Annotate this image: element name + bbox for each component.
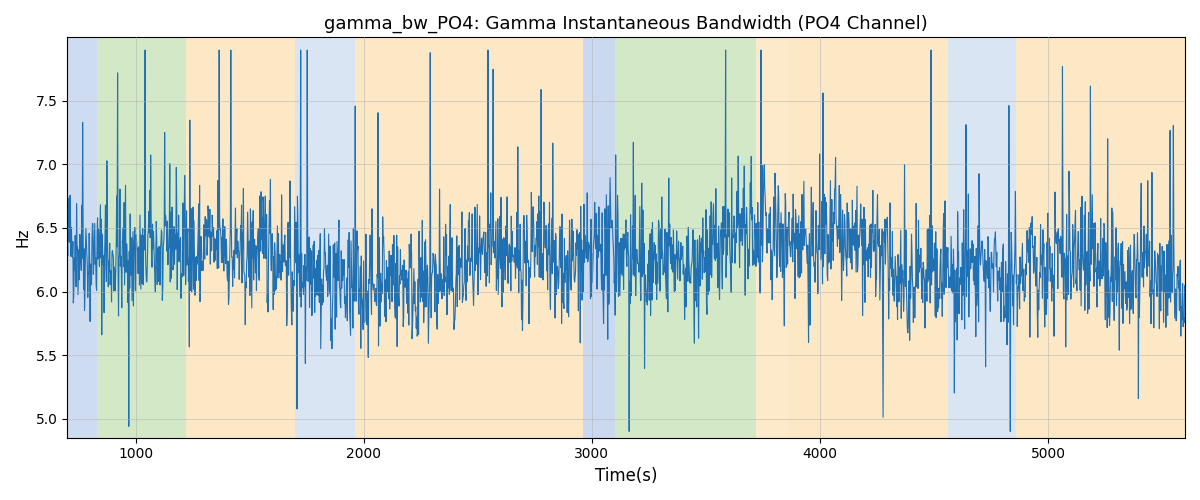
Y-axis label: Hz: Hz (16, 228, 30, 248)
Bar (67, 38, 97, 438)
Bar (186, 38, 295, 438)
Bar (614, 38, 756, 438)
Bar (788, 38, 948, 438)
Bar (355, 38, 583, 438)
Bar (295, 38, 355, 438)
Bar (1016, 38, 1186, 438)
Bar (583, 38, 614, 438)
X-axis label: Time(s): Time(s) (595, 467, 658, 485)
Bar (97, 38, 186, 438)
Bar (948, 38, 1016, 438)
Bar (756, 38, 788, 438)
Title: gamma_bw_PO4: Gamma Instantaneous Bandwidth (PO4 Channel): gamma_bw_PO4: Gamma Instantaneous Bandwi… (324, 15, 928, 34)
